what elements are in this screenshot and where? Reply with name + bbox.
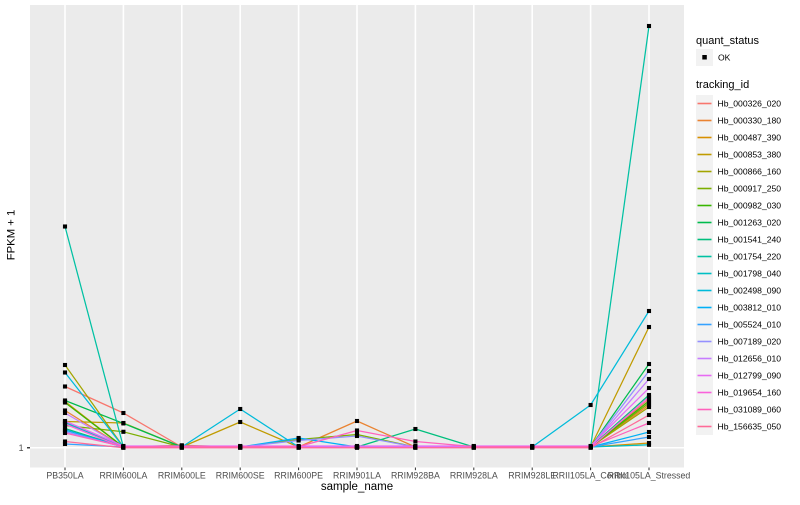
svg-text:Hb_002498_090: Hb_002498_090: [718, 286, 782, 296]
svg-text:Hb_156635_050: Hb_156635_050: [718, 422, 782, 432]
svg-text:FPKM + 1: FPKM + 1: [6, 210, 18, 261]
svg-text:Hb_000982_030: Hb_000982_030: [718, 201, 782, 211]
svg-text:RRIM600PE: RRIM600PE: [274, 471, 323, 481]
svg-text:RRIM600LA: RRIM600LA: [99, 471, 147, 481]
svg-text:Hb_012799_090: Hb_012799_090: [718, 371, 782, 381]
svg-text:Hb_031089_060: Hb_031089_060: [718, 405, 782, 415]
svg-text:RRIM901LA: RRIM901LA: [333, 471, 381, 481]
svg-text:Hb_019654_160: Hb_019654_160: [718, 388, 782, 398]
svg-text:RRIM928BA: RRIM928BA: [391, 471, 440, 481]
svg-text:sample_name: sample_name: [321, 481, 393, 493]
svg-text:RRII105LA_Control: RRII105LA_Control: [552, 471, 628, 481]
svg-text:Hb_000853_380: Hb_000853_380: [718, 150, 782, 160]
svg-text:RRII105LA_Stressed: RRII105LA_Stressed: [608, 471, 691, 481]
svg-text:PB350LA: PB350LA: [46, 471, 83, 481]
svg-text:RRIM600LE: RRIM600LE: [158, 471, 206, 481]
svg-text:Hb_001798_040: Hb_001798_040: [718, 269, 782, 279]
svg-text:Hb_000866_160: Hb_000866_160: [718, 167, 782, 177]
svg-text:OK: OK: [718, 53, 731, 63]
svg-text:Hb_007189_020: Hb_007189_020: [718, 337, 782, 347]
svg-text:Hb_000487_390: Hb_000487_390: [718, 133, 782, 143]
svg-text:Hb_000330_180: Hb_000330_180: [718, 116, 782, 126]
svg-text:Hb_001541_240: Hb_001541_240: [718, 235, 782, 245]
svg-text:tracking_id: tracking_id: [696, 79, 749, 91]
svg-text:RRIM600SE: RRIM600SE: [216, 471, 265, 481]
svg-text:Hb_000917_250: Hb_000917_250: [718, 184, 782, 194]
svg-text:Hb_012656_010: Hb_012656_010: [718, 354, 782, 364]
svg-text:RRIM928LA: RRIM928LA: [450, 471, 498, 481]
svg-text:quant_status: quant_status: [696, 35, 759, 47]
svg-text:Hb_000326_020: Hb_000326_020: [718, 99, 782, 109]
svg-text:Hb_003812_010: Hb_003812_010: [718, 303, 782, 313]
svg-text:RRIM928LE: RRIM928LE: [508, 471, 556, 481]
svg-text:Hb_001263_020: Hb_001263_020: [718, 218, 782, 228]
svg-text:1: 1: [19, 443, 24, 453]
svg-text:Hb_005524_010: Hb_005524_010: [718, 320, 782, 330]
svg-text:Hb_001754_220: Hb_001754_220: [718, 252, 782, 262]
